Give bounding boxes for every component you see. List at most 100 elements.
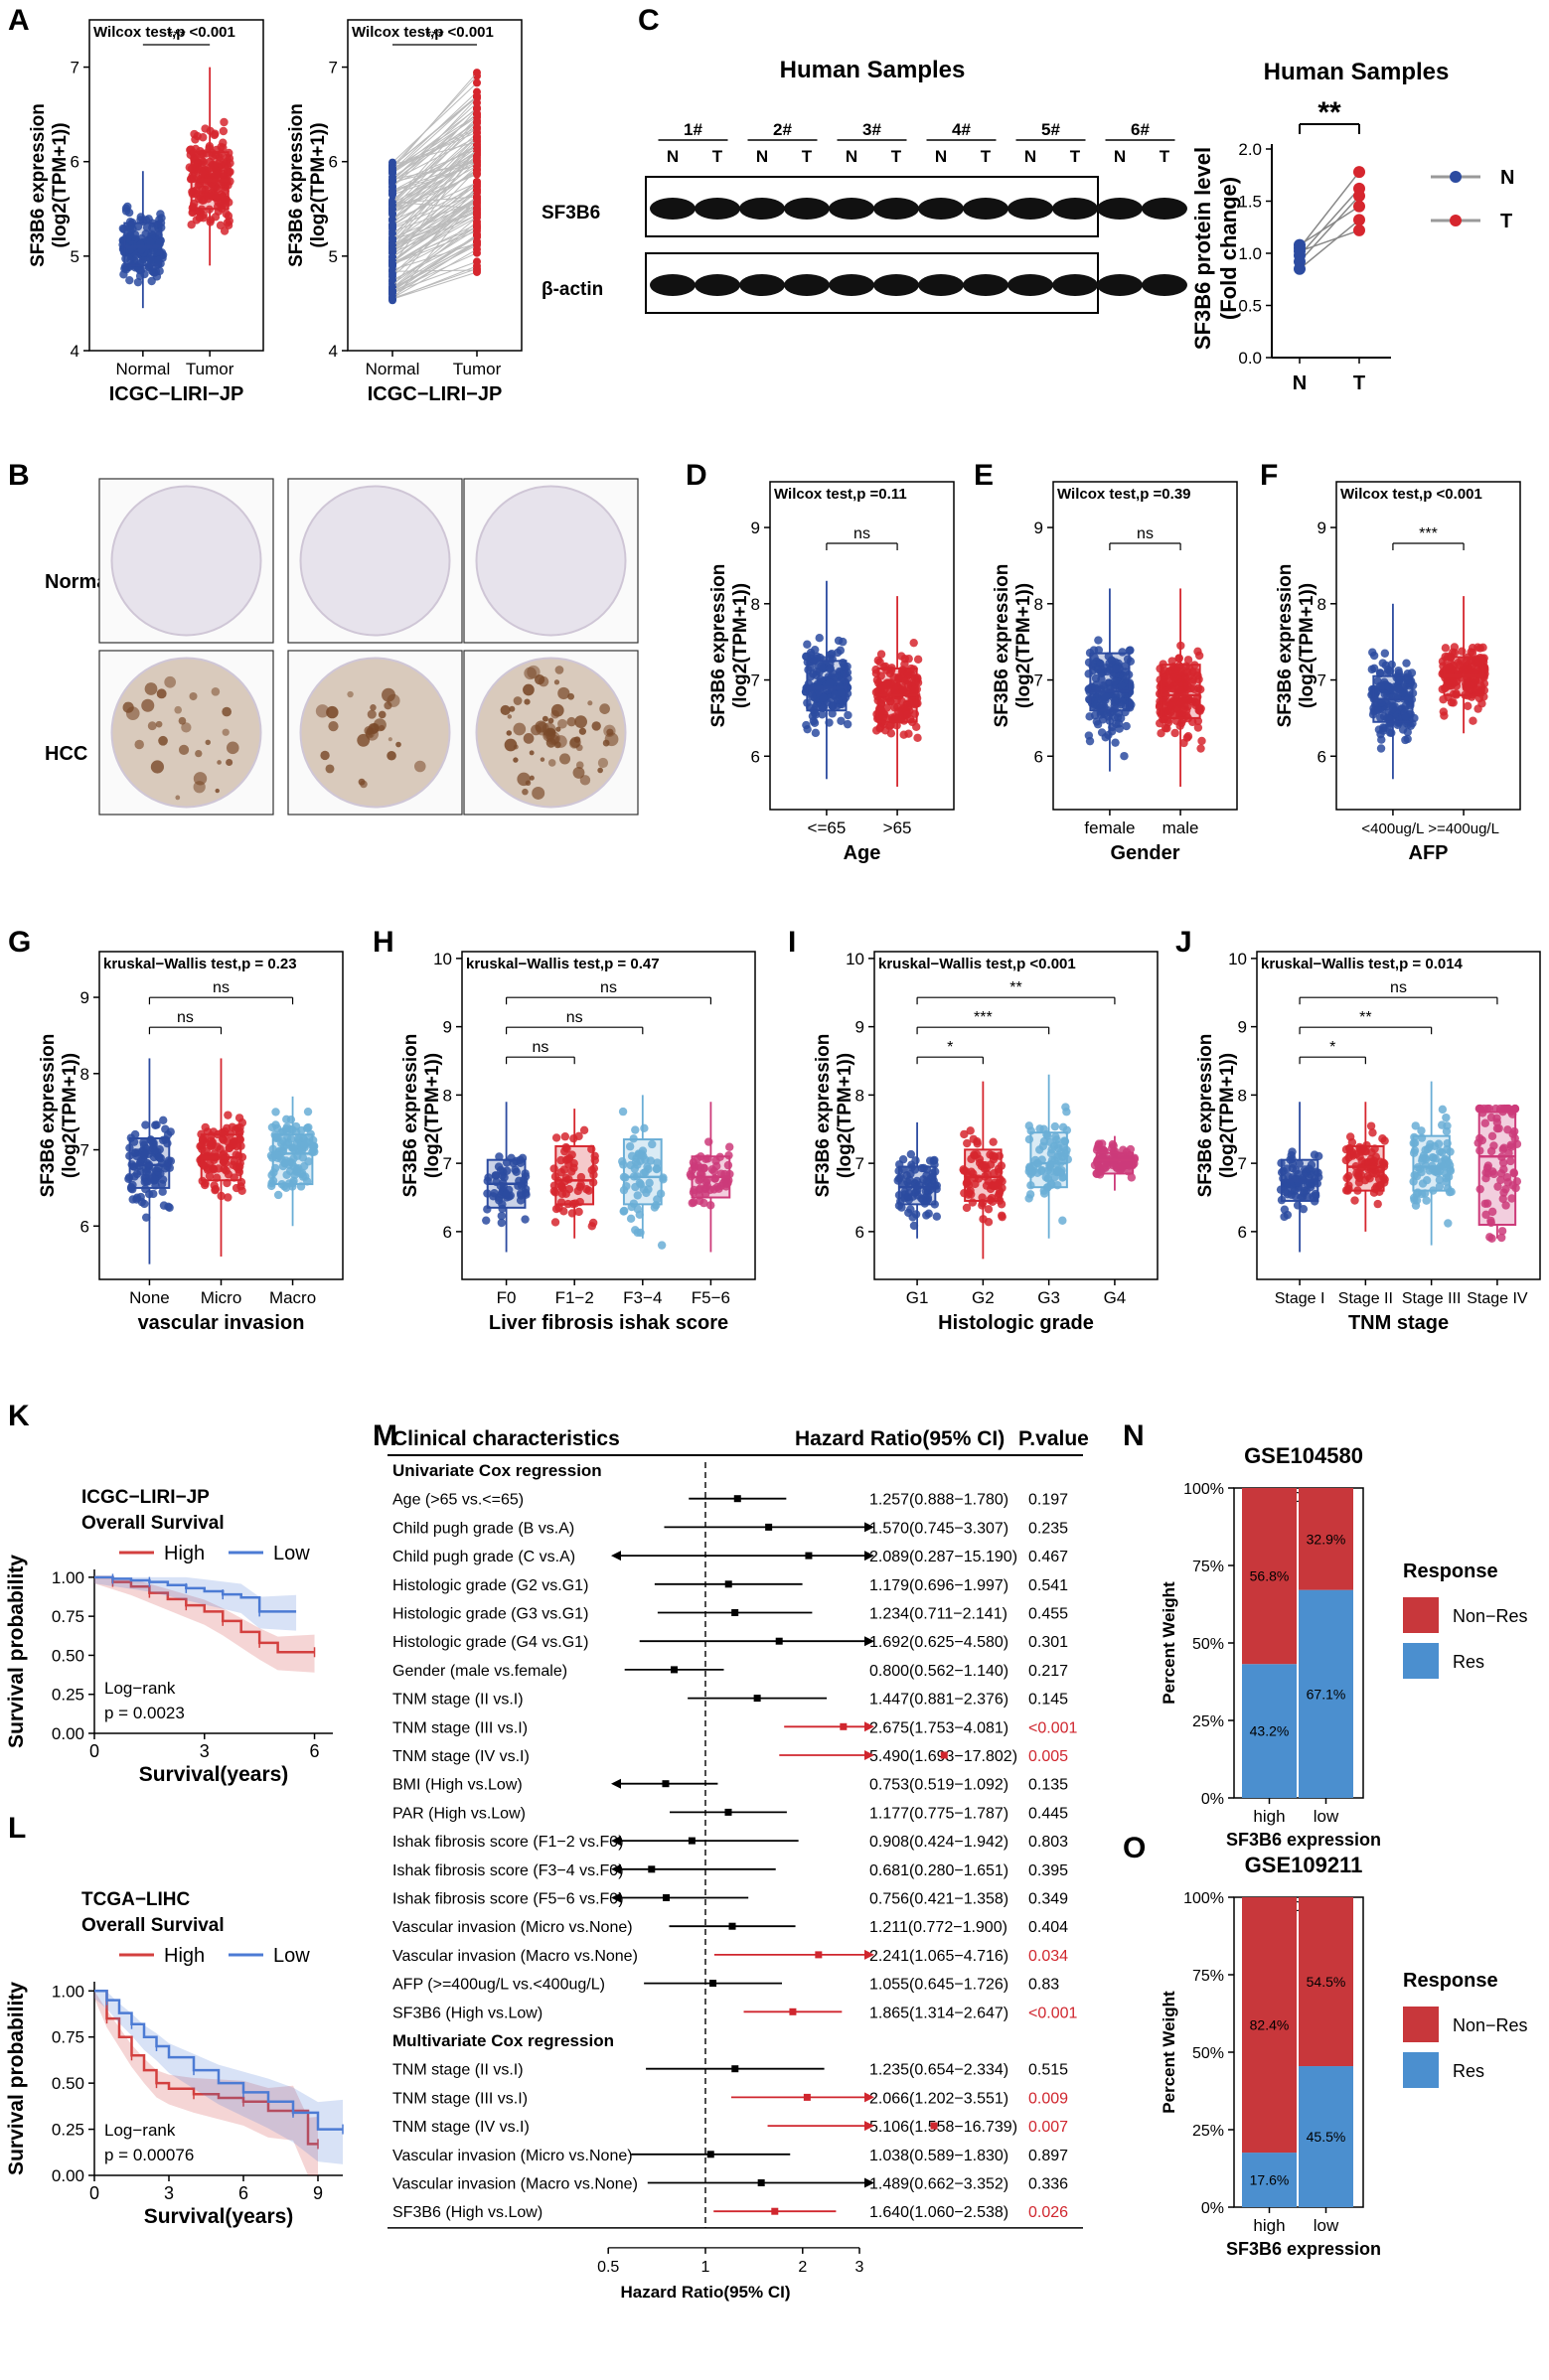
blot-band [1052,198,1098,220]
data-point [388,244,396,253]
data-point [1440,711,1449,720]
data-point [211,160,220,169]
blot-band [739,198,785,220]
data-point [1294,262,1306,275]
y-tick-label: 9 [1317,519,1326,537]
stain-spot [529,750,535,756]
stain-spot [587,700,593,706]
data-point [1353,200,1365,213]
hr-point [731,2065,739,2073]
legend-swatch-nonres [1403,2007,1439,2042]
x-axis-label: TNM stage [1348,1312,1449,1334]
data-point [473,226,481,235]
test-label: kruskal−Wallis test,p = 0.014 [1261,956,1464,972]
legend-label-high: High [164,1945,205,1967]
forest-hr-text: 2.066(1.202−3.551) [869,2090,1008,2107]
forest-row-label: AFP (>=400ug/L vs.<400ug/L) [392,1977,605,1994]
legend-label-low: Low [273,1945,310,1967]
legend-label-nonres: Non−Res [1453,2015,1528,2035]
hr-point [840,1722,848,1730]
x-tick-label: Normal [366,360,420,378]
y-tick-label: 8 [855,1086,864,1105]
panel-letter-k: K [8,1400,30,1432]
bar-label-res: 43.2% [1250,1723,1290,1739]
box [897,1165,937,1206]
y-axis-label: SF3B6 protein level [1190,147,1215,350]
forest-hr-text: 0.753(0.519−1.092) [869,1777,1008,1794]
legend-label-res: Res [1453,1652,1484,1672]
paired-line [1299,171,1360,249]
data-point [810,718,820,728]
data-point [574,1131,583,1141]
stain-spot [558,753,571,765]
hr-point [688,1837,696,1845]
data-point [550,1218,560,1227]
x-axis-label: Liver fibrosis ishak score [489,1312,728,1334]
forest-hr-text: 1.257(0.888−1.780) [869,1492,1008,1509]
y-tick-label: 6 [1238,1223,1247,1242]
x-axis-label: Survival(years) [144,2205,294,2228]
stain-spot [557,686,570,700]
stain-spot [597,767,603,774]
y-tick-label: 6 [855,1223,864,1242]
forest-row-label: Gender (male vs.female) [392,1663,567,1680]
stain-spot [325,764,335,774]
paired-line [391,161,478,235]
data-point [1443,1121,1452,1130]
y-tick-label: 100% [1183,1481,1224,1498]
data-point [473,182,481,191]
forest-row-label: Child pugh grade (B vs.A) [392,1520,574,1537]
box [1095,1151,1135,1175]
chart-c-blot: Human Samples 1# N T 2# N T 3# N T 4# N T 5# N T 6# N T SF3… [542,57,1187,314]
significance-label: ns [1390,979,1407,996]
stain-spot [513,744,519,750]
blot-band [1007,274,1053,296]
y-tick-label: 10 [846,950,864,968]
forest-pvalue: 0.026 [1028,2204,1068,2221]
significance-label: ** [1317,96,1341,129]
forest-pvalue: 0.005 [1028,1748,1068,1765]
data-point [211,1185,220,1195]
significance-label: *** [425,28,444,45]
y-tick-label: 0.5 [1238,297,1262,316]
x-tick-label: G3 [1037,1288,1060,1307]
hr-point [753,1695,761,1703]
x-axis-label: AFP [1409,842,1449,864]
significance-label: * [1329,1039,1335,1056]
stain-spot [568,738,580,749]
y-tick-label: 5 [329,247,338,266]
stain-spot [599,703,610,714]
lane-label: T [712,147,723,166]
forest-hr-text: 0.908(0.424−1.942) [869,1834,1008,1851]
forest-hr-text: 0.756(0.421−1.358) [869,1891,1008,1908]
forest-hr-text: 1.055(0.645−1.726) [869,1977,1008,1994]
y-axis-label-unit: (Fold change) [1216,177,1241,320]
data-point [1094,1140,1103,1149]
data-point [1380,649,1390,658]
data-point [208,152,218,161]
x-tick-label: F5−6 [692,1288,730,1307]
sample-label: 6# [1131,120,1150,139]
y-tick-label: 4 [329,342,338,361]
stain-spot [549,734,559,745]
data-point [1464,701,1472,711]
significance-label: * [947,1039,953,1056]
data-point [1403,734,1412,744]
y-tick-label: 7 [329,59,338,77]
data-point [1485,1233,1494,1242]
stain-spot [554,666,564,674]
km-title: TCGA−LIHC [81,1889,191,1910]
data-point [1469,716,1477,725]
paired-line [391,126,478,169]
x-tick-label: Stage III [1402,1290,1462,1307]
test-label: kruskal−Wallis test,p = 0.47 [466,956,660,972]
stain-spot [597,757,609,769]
stain-spot [523,683,535,696]
data-point [302,1123,312,1133]
forest-row-label: Ishak fibrosis score (F1−2 vs.F0) [392,1834,624,1851]
km-title: ICGC−LIRI−JP [81,1487,210,1508]
stain-spot [364,726,374,736]
box [1346,1144,1385,1192]
paired-line [391,211,478,246]
x-tick-label: G1 [906,1288,929,1307]
